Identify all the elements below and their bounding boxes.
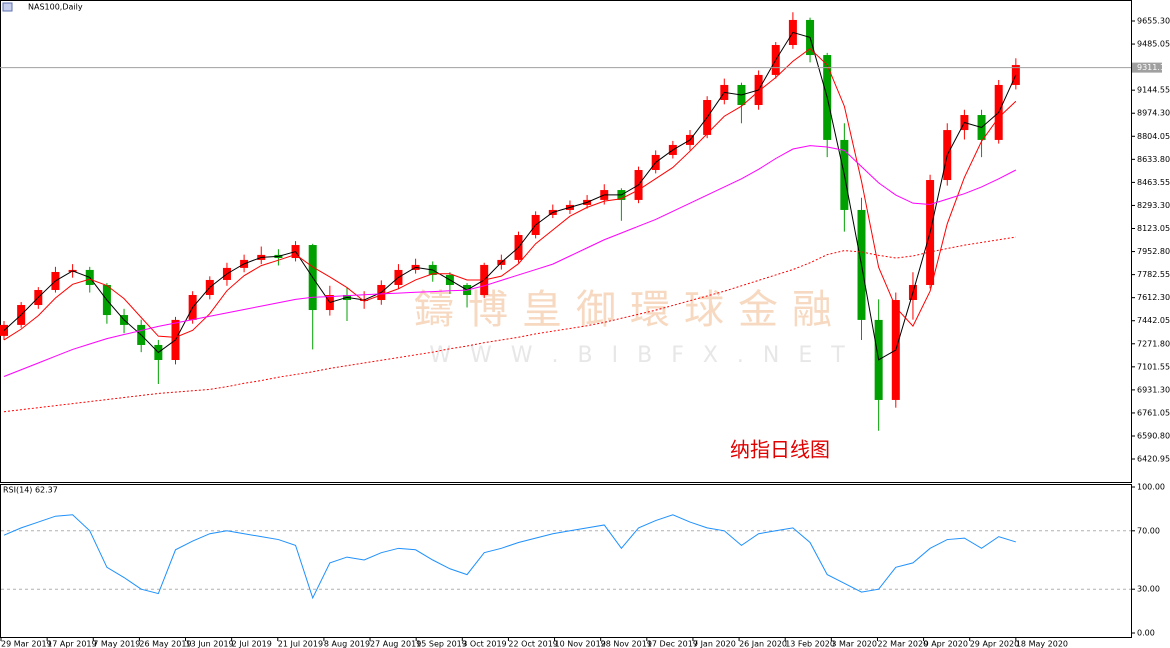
y-tick-label: 8974.30 — [1137, 109, 1170, 118]
y-tick-label: 8123.05 — [1137, 224, 1170, 233]
x-tick-label: 28 Nov 2019 — [601, 640, 652, 648]
symbol-icon — [2, 2, 13, 12]
x-tick-label: 17 Apr 2019 — [47, 640, 96, 648]
x-tick-label: 13 Jun 2019 — [186, 640, 234, 648]
main-panel-frame — [0, 0, 1132, 483]
x-tick-label: 9 Apr 2020 — [924, 640, 968, 648]
moving-average — [3, 145, 1017, 377]
x-tick-label: 15 Sep 2019 — [416, 640, 467, 648]
x-tick-label: 7 Jan 2020 — [693, 640, 736, 648]
annotation: 纳指日线图 — [730, 438, 830, 462]
x-tick-label: 27 Aug 2019 — [370, 640, 421, 648]
moving-average — [3, 236, 1016, 413]
rsi-line — [3, 514, 1016, 600]
x-tick-label: 22 Mar 2020 — [877, 640, 928, 648]
y-tick-label: 100.00 — [1137, 483, 1165, 492]
y-tick-label: 6590.80 — [1137, 431, 1170, 440]
y-tick-label: 6420.95 — [1137, 454, 1170, 463]
y-tick-label: 70.00 — [1137, 526, 1160, 535]
x-tick-label: 10 Nov 2019 — [555, 640, 606, 648]
y-tick-label: 6931.30 — [1137, 385, 1170, 394]
x-tick-label: 29 Mar 2019 — [1, 640, 52, 648]
last-price-box — [1132, 62, 1162, 73]
x-tick-label: 18 May 2020 — [1016, 640, 1068, 648]
y-tick-label: 8293.30 — [1137, 201, 1170, 210]
moving-average — [3, 48, 1017, 341]
watermark-url: W W W . B I B F X . N E T — [429, 343, 850, 368]
y-tick-label: 9655.30 — [1137, 17, 1170, 26]
chart-title: NAS100,Daily — [28, 3, 83, 12]
y-tick-label: 30.00 — [1137, 585, 1160, 594]
moving-average — [3, 31, 1017, 361]
y-tick-label: 8633.80 — [1137, 155, 1170, 164]
x-tick-label: 8 Aug 2019 — [324, 640, 370, 648]
y-tick-label: 6761.05 — [1137, 408, 1170, 417]
y-tick-label: 0.00 — [1137, 629, 1155, 638]
rsi-panel-frame — [0, 484, 1132, 638]
y-tick-label: 7101.55 — [1137, 362, 1170, 371]
watermark: 鑄博皇御環球金融 — [414, 287, 846, 333]
x-tick-label: 22 Oct 2019 — [508, 640, 557, 648]
x-tick-label: 26 May 2019 — [139, 640, 191, 648]
x-tick-label: 26 Jan 2020 — [739, 640, 787, 648]
y-tick-label: 7442.05 — [1137, 316, 1170, 325]
x-tick-label: 3 Mar 2020 — [831, 640, 877, 648]
x-tick-label: 29 Apr 2020 — [970, 640, 1019, 648]
x-tick-label: 17 Dec 2019 — [647, 640, 698, 648]
y-tick-label: 7782.55 — [1137, 270, 1170, 279]
y-tick-label: 9485.05 — [1137, 40, 1170, 49]
y-tick-label: 7271.80 — [1137, 339, 1170, 348]
y-tick-label: 7952.80 — [1137, 247, 1170, 256]
x-tick-label: 3 Oct 2019 — [462, 640, 506, 648]
x-tick-label: 13 Feb 2020 — [785, 640, 835, 648]
last-price-label: 9311.10 — [1137, 63, 1170, 72]
y-tick-label: 8804.05 — [1137, 132, 1170, 141]
x-tick-label: 21 Jul 2019 — [278, 640, 323, 648]
y-tick-label: 7612.30 — [1137, 293, 1170, 302]
x-tick-label: 2 Jul 2019 — [232, 640, 272, 648]
y-tick-label: 8463.55 — [1137, 178, 1170, 187]
x-tick-label: 7 May 2019 — [93, 640, 140, 648]
y-tick-label: 9144.55 — [1137, 86, 1170, 95]
rsi-title: RSI(14) 62.37 — [3, 486, 58, 495]
